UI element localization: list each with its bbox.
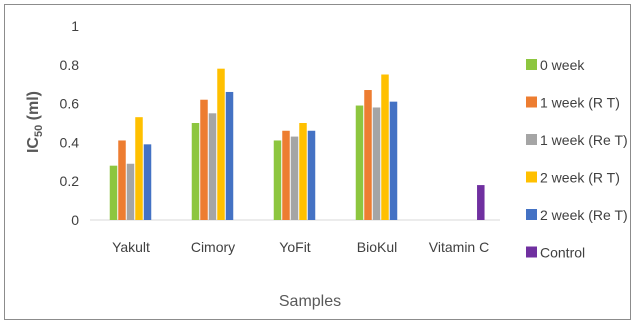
x-axis-ticks: Yakult Cimory YoFit BioKul Vitamin C [112, 239, 489, 255]
legend-label: 2 week (Re T) [540, 207, 628, 223]
bar-vitamin-c-series-5 [477, 185, 485, 220]
bar-biokul-series-2 [372, 107, 381, 220]
bar-yakult-series-1 [118, 140, 126, 220]
y-axis-title-main: IC [25, 137, 42, 153]
bar-biokul-series-0 [355, 105, 364, 220]
y-axis-ticks: 0 0.2 0.4 0.6 0.8 1 [60, 18, 80, 228]
bar-yofit-series-4 [307, 130, 316, 220]
x-tick-label: BioKul [357, 239, 397, 255]
y-axis-title: IC50 (ml) [25, 91, 45, 153]
y-tick-label: 1 [71, 18, 79, 34]
x-tick-label: Cimory [191, 239, 235, 255]
legend-label: 1 week (Re T) [540, 132, 628, 148]
y-tick-label: 0.6 [60, 96, 80, 112]
y-tick-label: 0.2 [60, 173, 80, 189]
bar-yakult-series-2 [126, 163, 135, 220]
bar-cimory-series-0 [191, 123, 200, 220]
x-tick-label: Vitamin C [429, 239, 489, 255]
bar-biokul-series-1 [364, 90, 372, 221]
bar-yakult-series-0 [109, 165, 118, 220]
y-tick-label: 0.8 [60, 57, 80, 73]
legend-label: 2 week (R T) [540, 170, 620, 186]
legend-swatch [526, 171, 537, 183]
legend-label: 1 week (R T) [540, 95, 620, 111]
bar-yakult-series-3 [135, 117, 143, 220]
bar-cimory-series-2 [208, 113, 217, 220]
bar-cimory-series-4 [225, 91, 234, 221]
bar-yakult-series-4 [143, 144, 152, 220]
legend-swatch [526, 246, 537, 258]
legend: 0 week 1 week (R T) 1 week (Re T) 2 week (R… [526, 57, 628, 261]
x-tick-label: Yakult [112, 239, 150, 255]
x-tick-label: YoFit [279, 239, 311, 255]
bar-yofit-series-1 [282, 130, 290, 220]
legend-swatch [526, 59, 537, 70]
bar-yofit-series-3 [299, 123, 307, 220]
y-axis-title-unit: (ml) [25, 91, 42, 125]
legend-swatch [526, 96, 537, 108]
chart-frame [4, 4, 631, 320]
bar-cimory-series-1 [200, 99, 208, 220]
bars-group [109, 68, 485, 221]
x-axis-title: Samples [279, 293, 341, 310]
y-axis-title-subscript: 50 [33, 125, 45, 137]
legend-swatch [526, 134, 537, 145]
legend-label: Control [540, 245, 585, 261]
bar-cimory-series-3 [217, 68, 225, 221]
bar-yofit-series-2 [290, 136, 299, 220]
bar-biokul-series-4 [389, 101, 398, 220]
bar-yofit-series-0 [273, 140, 282, 220]
legend-swatch [526, 209, 537, 220]
y-tick-label: 0 [71, 212, 79, 228]
y-tick-label: 0.4 [60, 134, 80, 150]
bar-biokul-series-3 [381, 74, 389, 220]
legend-label: 0 week [540, 57, 585, 73]
